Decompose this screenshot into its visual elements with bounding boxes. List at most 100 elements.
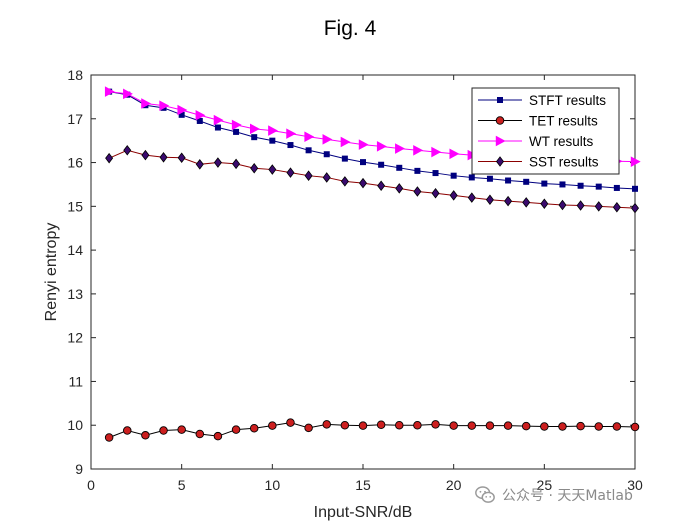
data-point-tet-results bbox=[231, 425, 241, 434]
series-tet-results bbox=[104, 418, 640, 442]
y-tick-label: 13 bbox=[67, 286, 83, 302]
data-point-stft-results bbox=[287, 142, 294, 149]
data-point-stft-results bbox=[505, 177, 512, 184]
data-point-tet-results bbox=[540, 422, 549, 431]
x-tick-label: 15 bbox=[355, 477, 371, 493]
data-point-tet-results bbox=[195, 429, 205, 439]
data-point-stft-results bbox=[577, 182, 584, 189]
data-point-tet-results bbox=[413, 420, 422, 430]
data-point-stft-results bbox=[559, 181, 566, 188]
data-point-tet-results bbox=[467, 421, 477, 430]
data-point-wt-results bbox=[304, 131, 315, 142]
legend-label-stft-results: STFT results bbox=[529, 93, 606, 108]
data-point-sst-results bbox=[159, 152, 168, 163]
data-point-stft-results bbox=[341, 155, 348, 162]
data-point-sst-results bbox=[322, 172, 331, 183]
data-point-tet-results bbox=[249, 424, 259, 433]
y-tick-label: 16 bbox=[67, 155, 83, 171]
data-point-tet-results bbox=[485, 421, 495, 430]
data-point-sst-results bbox=[304, 170, 313, 181]
data-point-tet-results bbox=[503, 421, 513, 430]
legend: STFT results TET results WT results SST res… bbox=[471, 87, 620, 175]
data-point-stft-results bbox=[468, 174, 475, 181]
data-point-tet-results bbox=[304, 423, 313, 433]
y-tick-label: 10 bbox=[67, 417, 83, 433]
watermark-text: 公众号 · 天天Matlab bbox=[502, 488, 633, 504]
chart-title: Fig. 4 bbox=[324, 17, 377, 40]
data-point-tet-results bbox=[340, 420, 350, 430]
data-point-sst-results bbox=[449, 190, 458, 201]
data-point-stft-results bbox=[595, 183, 602, 190]
data-point-stft-results bbox=[378, 161, 385, 168]
data-point-stft-results bbox=[323, 151, 330, 158]
data-point-wt-results bbox=[358, 139, 369, 150]
legend-marker-stft-results bbox=[496, 97, 503, 104]
data-point-wt-results bbox=[431, 146, 442, 158]
data-point-stft-results bbox=[396, 164, 403, 171]
data-point-sst-results bbox=[522, 197, 531, 208]
data-point-tet-results bbox=[612, 422, 622, 431]
data-point-sst-results bbox=[123, 145, 132, 156]
data-point-stft-results bbox=[613, 184, 620, 191]
data-point-stft-results bbox=[233, 128, 240, 135]
data-point-sst-results bbox=[195, 159, 204, 170]
data-point-sst-results bbox=[485, 194, 494, 206]
data-point-tet-results bbox=[558, 422, 567, 431]
data-point-stft-results bbox=[214, 124, 221, 131]
data-point-sst-results bbox=[576, 200, 585, 211]
data-point-stft-results bbox=[305, 147, 312, 154]
data-point-wt-results bbox=[195, 110, 206, 121]
legend-marker-sst-results bbox=[495, 156, 505, 167]
wechat-icon bbox=[475, 486, 495, 503]
y-tick-label: 12 bbox=[67, 330, 83, 346]
data-point-sst-results bbox=[540, 198, 549, 209]
data-point-wt-results bbox=[376, 141, 387, 152]
data-point-tet-results bbox=[395, 420, 404, 430]
data-point-wt-results bbox=[286, 128, 297, 139]
data-point-tet-results bbox=[322, 420, 331, 429]
data-point-wt-results bbox=[449, 148, 460, 160]
data-point-sst-results bbox=[630, 202, 640, 214]
y-tick-label: 11 bbox=[68, 373, 83, 389]
axis-ticks: 0 5 10 15 20 25 30 9 10 11 12 13 14 15 16 17 18 bbox=[67, 67, 643, 493]
data-point-tet-results bbox=[159, 426, 168, 435]
y-tick-label: 17 bbox=[67, 111, 83, 127]
data-point-wt-results bbox=[340, 136, 351, 148]
data-point-tet-results bbox=[104, 433, 114, 442]
data-point-sst-results bbox=[431, 187, 440, 199]
x-tick-label: 5 bbox=[178, 477, 186, 493]
legend-label-tet-results: TET results bbox=[529, 114, 598, 129]
data-point-stft-results bbox=[269, 137, 276, 144]
data-point-wt-results bbox=[322, 134, 333, 145]
y-tick-label: 14 bbox=[67, 242, 83, 258]
data-point-stft-results bbox=[414, 167, 421, 174]
data-point-sst-results bbox=[358, 177, 368, 189]
data-point-wt-results bbox=[268, 125, 278, 136]
legend-label-wt-results: WT results bbox=[529, 134, 594, 149]
y-axis-label: Renyi entropy bbox=[43, 223, 60, 322]
data-point-stft-results bbox=[523, 178, 530, 185]
legend-marker-wt-results bbox=[495, 135, 506, 147]
legend-marker-tet-results bbox=[495, 116, 505, 125]
x-axis-label: Input-SNR/dB bbox=[314, 504, 413, 521]
data-point-wt-results bbox=[249, 123, 260, 135]
x-tick-label: 0 bbox=[87, 477, 95, 493]
data-point-tet-results bbox=[141, 431, 150, 440]
legend-box bbox=[471, 87, 620, 175]
x-tick-label: 30 bbox=[627, 477, 643, 493]
data-point-stft-results bbox=[541, 180, 548, 187]
data-point-sst-results bbox=[395, 183, 404, 194]
y-tick-label: 18 bbox=[67, 67, 83, 83]
data-point-sst-results bbox=[286, 167, 295, 178]
data-point-stft-results bbox=[196, 117, 203, 124]
data-point-sst-results bbox=[340, 176, 349, 187]
x-tick-label: 10 bbox=[265, 477, 281, 493]
data-point-wt-results bbox=[395, 143, 405, 154]
x-tick-label: 25 bbox=[537, 477, 553, 493]
data-point-sst-results bbox=[177, 152, 186, 164]
data-point-tet-results bbox=[213, 431, 223, 441]
data-point-tet-results bbox=[594, 422, 603, 431]
data-point-wt-results bbox=[231, 119, 242, 131]
data-point-sst-results bbox=[594, 201, 603, 212]
